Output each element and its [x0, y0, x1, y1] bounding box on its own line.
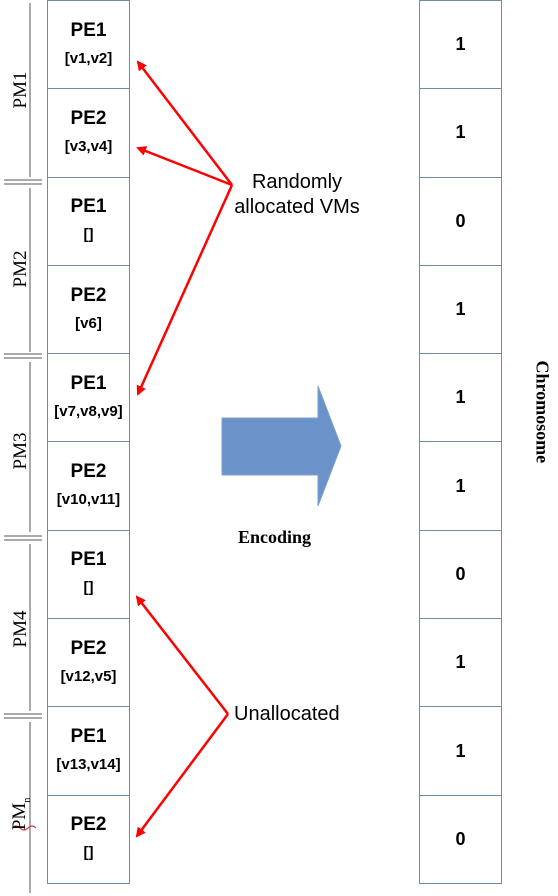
pm3-label: PM3	[10, 432, 31, 470]
gene-value: 0	[455, 210, 466, 231]
pmn-subscript: n	[21, 797, 33, 803]
pm2-label: PM2	[10, 250, 31, 288]
gene-cell: 1	[419, 353, 502, 443]
pe-label: PE1	[70, 549, 107, 571]
vm-list: [v13,v14]	[56, 756, 121, 774]
chromosome-label: Chromosome	[532, 360, 553, 464]
pe-cell: PE2 [v3,v4]	[47, 88, 130, 178]
gene-value: 1	[455, 652, 466, 673]
pe-label: PE1	[70, 726, 107, 748]
allocated-annotation: Randomly allocated VMs	[222, 170, 372, 220]
chromosome-column: 1 1 0 1 1 1 0 1 1 0	[419, 0, 502, 884]
gene-value: 1	[455, 475, 466, 496]
vm-list: [v7,v8,v9]	[54, 402, 123, 420]
arrow-to-pm3-pe1	[136, 184, 234, 396]
gene-cell: 1	[419, 706, 502, 796]
pe-cell: PE1 [v7,v8,v9]	[47, 353, 130, 443]
arrow-to-pm1-pe1	[136, 60, 233, 186]
pmn-label: PMn	[9, 789, 33, 839]
pe-label: PE1	[70, 19, 107, 41]
gene-value: 1	[455, 122, 466, 143]
arrow-to-pm4-pe1	[135, 595, 229, 715]
pe-cell: PE1 []	[47, 176, 130, 266]
gene-value: 1	[455, 299, 466, 320]
gene-value: 0	[455, 563, 466, 584]
vm-list: [v6]	[75, 314, 102, 332]
gene-cell: 1	[419, 441, 502, 531]
pe-label: PE2	[70, 461, 107, 483]
gene-cell: 1	[419, 0, 502, 90]
pe-cell: PE2 [v12,v5]	[47, 618, 130, 708]
allocated-line1: Randomly	[251, 171, 343, 193]
gene-cell: 1	[419, 264, 502, 355]
encoding-label: Encoding	[238, 527, 312, 547]
vm-list: []	[83, 579, 94, 597]
pmn-text: PM	[9, 802, 31, 831]
gene-cell: 1	[419, 618, 502, 708]
gene-cell: 0	[419, 794, 502, 884]
vm-list: []	[83, 226, 94, 244]
allocated-line2: allocated VMs	[234, 196, 360, 218]
vm-list: [v3,v4]	[64, 137, 113, 155]
vm-list: [v10,v11]	[56, 491, 121, 509]
pe-label: PE2	[70, 814, 107, 836]
pe-label: PE1	[70, 196, 107, 218]
encoding-block-arrow	[221, 385, 342, 507]
vm-list: [v12,v5]	[60, 667, 117, 685]
gene-value: 0	[455, 828, 466, 849]
pm-brackets	[4, 3, 42, 893]
arrow-to-pmn-pe2	[135, 713, 230, 838]
unallocated-arrows	[135, 595, 230, 838]
gene-cell: 0	[419, 176, 502, 266]
pe-label: PE2	[70, 284, 107, 306]
gene-value: 1	[455, 740, 466, 761]
pe-cell: PE2 []	[47, 794, 130, 884]
pe-cell: PE2 [v6]	[47, 264, 130, 355]
pmn-squiggle	[11, 825, 37, 831]
unallocated-annotation: Unallocated	[234, 703, 340, 725]
arrow-to-pm1-pe2	[136, 146, 233, 187]
pm4-label: PM4	[10, 610, 31, 648]
pe-cell: PE1 [v13,v14]	[47, 706, 130, 796]
vm-list: [v1,v2]	[64, 49, 113, 67]
pe-label: PE1	[70, 372, 107, 394]
pe-label: PE2	[70, 637, 107, 659]
pe-cell: PE1 [v1,v2]	[47, 0, 130, 90]
pe-label: PE2	[70, 107, 107, 129]
pe-cell: PE1 []	[47, 529, 130, 620]
pe-column: PE1 [v1,v2] PE2 [v3,v4] PE1 [] PE2 [v6] PE1 […	[47, 0, 130, 884]
allocated-arrows	[136, 60, 234, 396]
gene-value: 1	[455, 387, 466, 408]
pm1-label: PM1	[10, 71, 31, 109]
gene-cell: 1	[419, 88, 502, 178]
gene-value: 1	[455, 34, 466, 55]
vm-list: []	[83, 844, 94, 862]
